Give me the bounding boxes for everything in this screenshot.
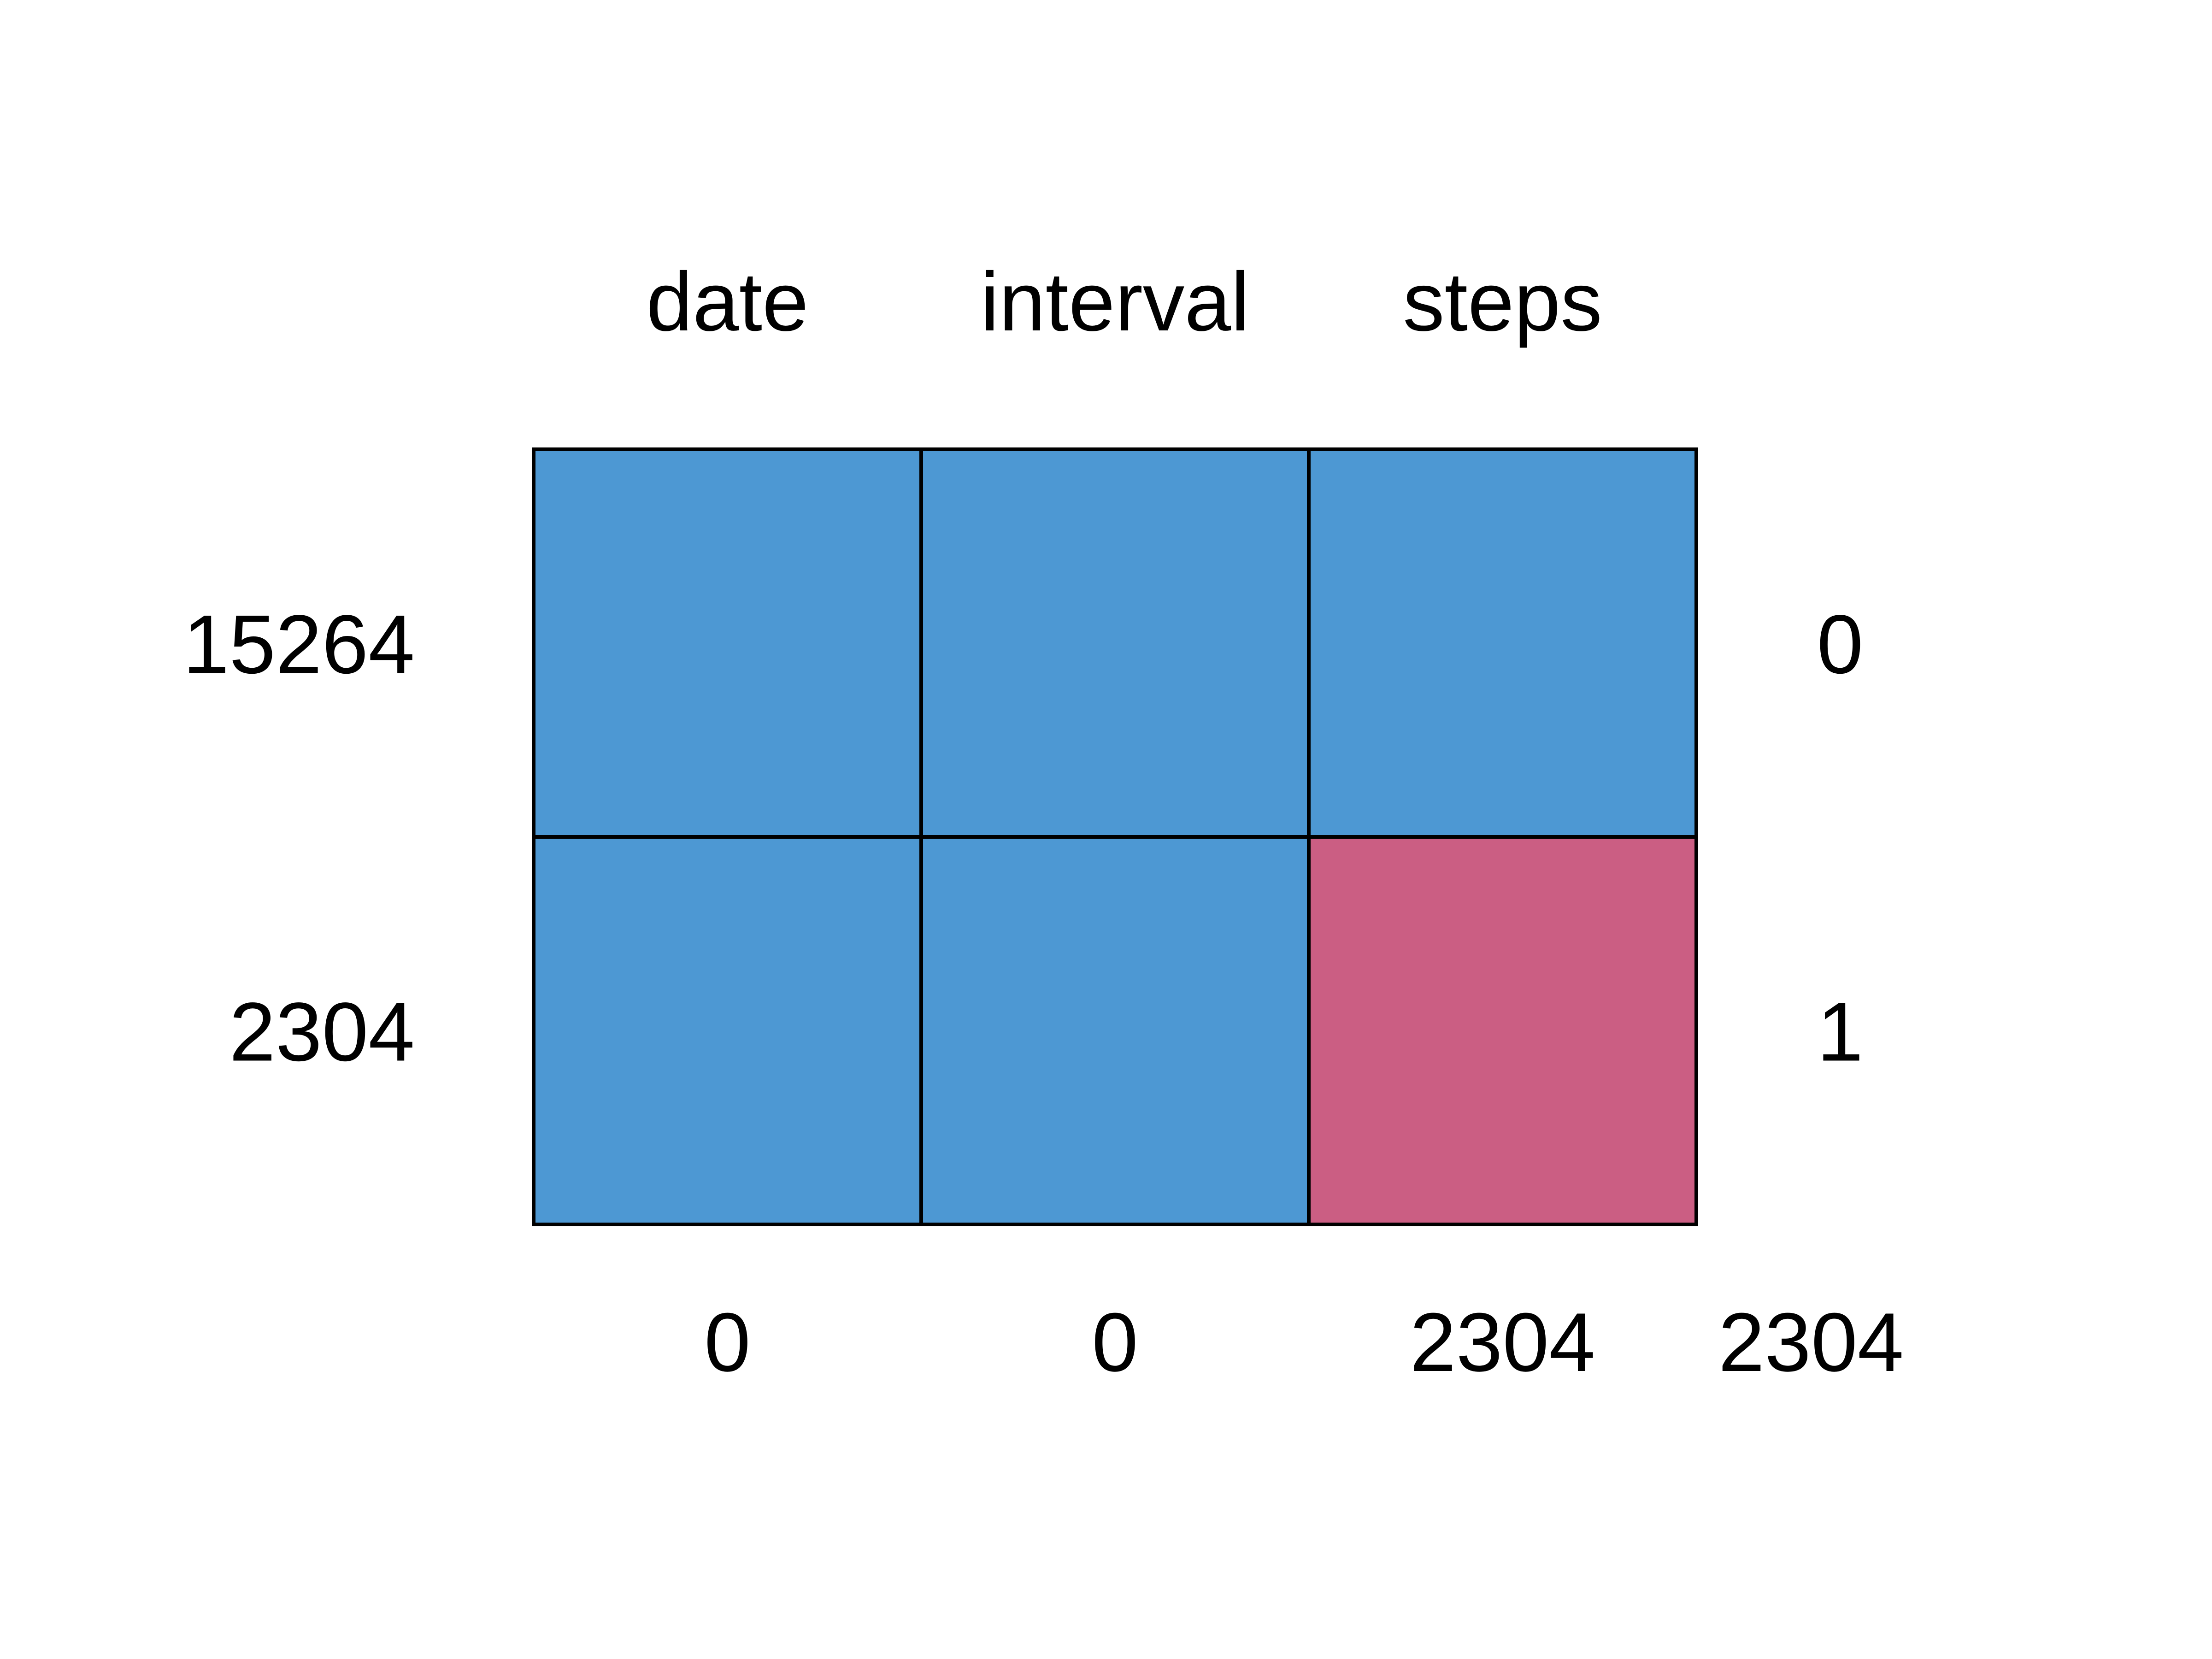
pattern-cell-r1-date-observed (532, 447, 923, 839)
column-header-steps: steps (1403, 255, 1602, 348)
pattern-cell-r2-date-observed (532, 835, 923, 1226)
row-count-label: 2304 (229, 986, 415, 1079)
row-count-label: 15264 (183, 598, 415, 691)
pattern-cell-r2-interval-observed (919, 835, 1311, 1226)
chart-labels: date interval steps 15264 0 2304 1 0 0 2304 2304 (183, 255, 1904, 1389)
column-missing-count-steps: 2304 (1410, 1296, 1595, 1389)
column-header-date: date (646, 255, 808, 348)
total-missing-count: 2304 (1718, 1296, 1904, 1389)
pattern-cell-r1-steps-observed (1307, 447, 1698, 839)
row-missing-total-label: 0 (1817, 598, 1864, 691)
row-missing-total-label: 1 (1817, 986, 1864, 1079)
pattern-grid (532, 447, 1698, 1226)
column-missing-count-interval: 0 (1092, 1296, 1138, 1389)
column-header-interval: interval (981, 255, 1249, 348)
column-missing-count-date: 0 (704, 1296, 751, 1389)
pattern-cell-r2-steps-missing (1307, 835, 1698, 1226)
pattern-cell-r1-interval-observed (919, 447, 1311, 839)
